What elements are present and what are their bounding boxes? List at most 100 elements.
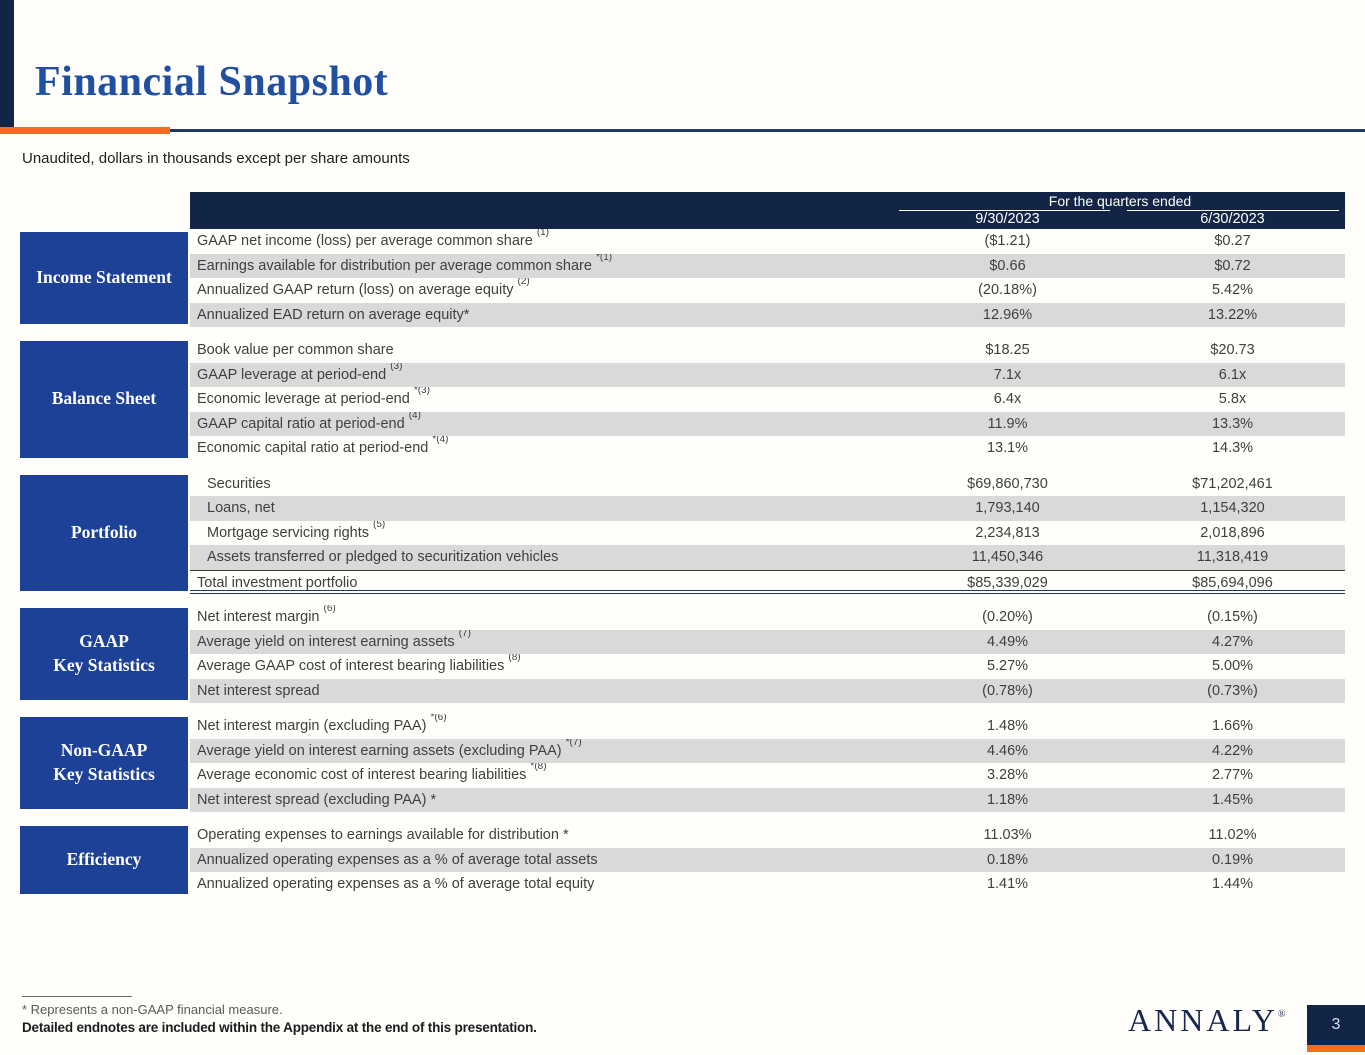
footnote-superscript: (7)	[458, 629, 471, 639]
section-label-balancesheet: Balance Sheet	[20, 341, 188, 458]
header-underline-right	[1127, 210, 1339, 211]
table-row: Assets transferred or pledged to securit…	[190, 545, 1345, 570]
value-q3-2023: $0.66	[989, 257, 1026, 274]
value-q3-2023: 11.03%	[983, 827, 1032, 843]
metric-label: Securities	[207, 475, 271, 492]
table-section: GAAP Key Statistics Net interest margin (6…	[20, 605, 1345, 703]
metric-label: Average economic cost of interest bearin…	[197, 763, 547, 783]
value-q2-2023: 4.22%	[1211, 742, 1254, 759]
section-label-line: Key Statistics	[53, 655, 155, 675]
metric-label: Average GAAP cost of interest bearing li…	[197, 654, 521, 674]
footnote-superscript: (8)	[508, 654, 521, 664]
table-row: Annualized operating expenses as a % of …	[190, 872, 1345, 897]
value-q2-2023: 1.66%	[1211, 718, 1254, 734]
table-row: Economic capital ratio at period-end *(4…	[190, 436, 1345, 461]
footnote-superscript: (1)	[536, 229, 550, 239]
section-label-line: Income Statement	[36, 267, 172, 288]
table-row: Loans, net 1,793,140 1,154,320	[190, 496, 1345, 521]
footnote-superscript: (6)	[323, 605, 336, 615]
value-q2-2023: $20.73	[1210, 342, 1255, 358]
value-q3-2023: 3.28%	[986, 767, 1029, 783]
value-q2-2023: 14.3%	[1211, 440, 1254, 456]
table-section: Efficiency Operating expenses to earnings…	[20, 823, 1345, 897]
value-q2-2023: $0.72	[1214, 257, 1251, 274]
metric-label: Net interest margin (6)	[197, 605, 336, 625]
value-q2-2023: (0.73%)	[1207, 682, 1258, 699]
metric-label: Earnings available for distribution per …	[197, 253, 613, 274]
value-q3-2023: 0.18%	[986, 851, 1029, 868]
metric-label: Average yield on interest earning assets…	[197, 738, 582, 759]
section-label-line: Non-GAAP	[60, 740, 148, 761]
table-section: Non-GAAP Key Statistics Net interest margi…	[20, 714, 1345, 812]
footnote-superscript: *(6)	[430, 714, 447, 724]
metric-label: Book value per common share	[197, 342, 394, 358]
value-q3-2023: 4.46%	[986, 742, 1029, 759]
metric-label: Total investment portfolio	[197, 574, 358, 591]
registered-mark: ®	[1277, 1009, 1286, 1020]
value-q2-2023: 13.3%	[1211, 415, 1254, 432]
section-label-line: Key Statistics	[53, 764, 155, 784]
header-group-label: For the quarters ended	[1048, 193, 1192, 209]
metric-label: Operating expenses to earnings available…	[197, 827, 569, 843]
value-q2-2023: $85,694,096	[1192, 574, 1273, 591]
value-q3-2023: $69,860,730	[967, 475, 1048, 492]
value-q2-2023: 6.1x	[1218, 366, 1247, 383]
value-q3-2023: 12.96%	[982, 306, 1033, 323]
value-q3-2023: ($1.21)	[984, 233, 1031, 249]
table-row: Average economic cost of interest bearin…	[190, 763, 1345, 788]
footnote-superscript: (3)	[390, 362, 403, 372]
metric-label: Economic leverage at period-end *(3)	[197, 387, 430, 407]
section-rows: Book value per common share $18.25 $20.73 G…	[190, 338, 1345, 461]
value-q2-2023: 1,154,320	[1200, 500, 1265, 516]
section-label-portfolio: Portfolio	[20, 474, 188, 591]
value-q2-2023: (0.15%)	[1207, 609, 1258, 625]
column-header-q3: 9/30/2023	[975, 211, 1040, 227]
value-q2-2023: 0.19%	[1211, 851, 1254, 868]
value-q2-2023: $0.27	[1214, 233, 1251, 249]
value-q2-2023: $71,202,461	[1192, 475, 1273, 492]
value-q3-2023: (20.18%)	[978, 282, 1037, 298]
metric-label: Average yield on interest earning assets…	[197, 629, 471, 650]
section-label-non-gaap-keystatistics: Non-GAAP Key Statistics	[20, 717, 188, 809]
value-q2-2023: 4.27%	[1211, 633, 1254, 650]
logo-text: ANNALY	[1128, 1002, 1278, 1038]
section-label-line: Efficiency	[66, 848, 142, 869]
footnote-endnotes: Detailed endnotes are included within th…	[22, 1020, 537, 1035]
footnote-rule	[22, 996, 132, 997]
value-q3-2023: 11.9%	[987, 415, 1028, 432]
page-title: Financial Snapshot	[35, 59, 389, 105]
section-rows: Net interest margin (excluding PAA) *(6)…	[190, 714, 1345, 812]
value-q3-2023: 11,450,346	[971, 549, 1044, 565]
table-row: GAAP net income (loss) per average commo…	[190, 229, 1345, 254]
metric-label: GAAP net income (loss) per average commo…	[197, 229, 550, 249]
footnote-superscript: *(8)	[530, 763, 547, 773]
footnote-superscript: *(4)	[432, 436, 449, 446]
value-q2-2023: 13.22%	[1207, 306, 1258, 323]
value-q3-2023: 2,234,813	[975, 524, 1040, 541]
subtitle: Unaudited, dollars in thousands except p…	[22, 150, 410, 167]
page-number-accent	[1307, 1045, 1365, 1052]
section-rows: Securities $69,860,730 $71,202,461 Loans, n…	[190, 471, 1345, 594]
table-section: Portfolio Securities $69,860,730 $71,202,46…	[20, 471, 1345, 594]
value-q2-2023: 5.00%	[1211, 658, 1254, 674]
table-row: Net interest margin (excluding PAA) *(6)…	[190, 714, 1345, 739]
table-row: Operating expenses to earnings available…	[190, 823, 1345, 848]
table-row: Average yield on interest earning assets…	[190, 629, 1345, 654]
value-q3-2023: 5.27%	[986, 658, 1029, 674]
table-row: Annualized operating expenses as a % of …	[190, 847, 1345, 872]
section-rows: Net interest margin (6) (0.20%) (0.15%) Ave…	[190, 605, 1345, 703]
table-row-total: Total investment portfolio $85,339,029 $85…	[190, 569, 1345, 594]
section-rows: GAAP net income (loss) per average commo…	[190, 229, 1345, 327]
table-row: Earnings available for distribution per …	[190, 253, 1345, 278]
section-rows: Operating expenses to earnings available…	[190, 823, 1345, 897]
value-q3-2023: 7.1x	[993, 366, 1022, 383]
table-row: Net interest spread (excluding PAA) * 1.1…	[190, 787, 1345, 812]
page-number-box: 3	[1307, 1005, 1365, 1045]
section-label-gaap-keystatistics: GAAP Key Statistics	[20, 608, 188, 700]
metric-label: Loans, net	[207, 500, 275, 516]
value-q3-2023: (0.78%)	[982, 682, 1033, 699]
metric-label: GAAP leverage at period-end (3)	[197, 362, 403, 383]
metric-label: Economic capital ratio at period-end *(4…	[197, 436, 449, 456]
value-q3-2023: $85,339,029	[967, 574, 1048, 591]
